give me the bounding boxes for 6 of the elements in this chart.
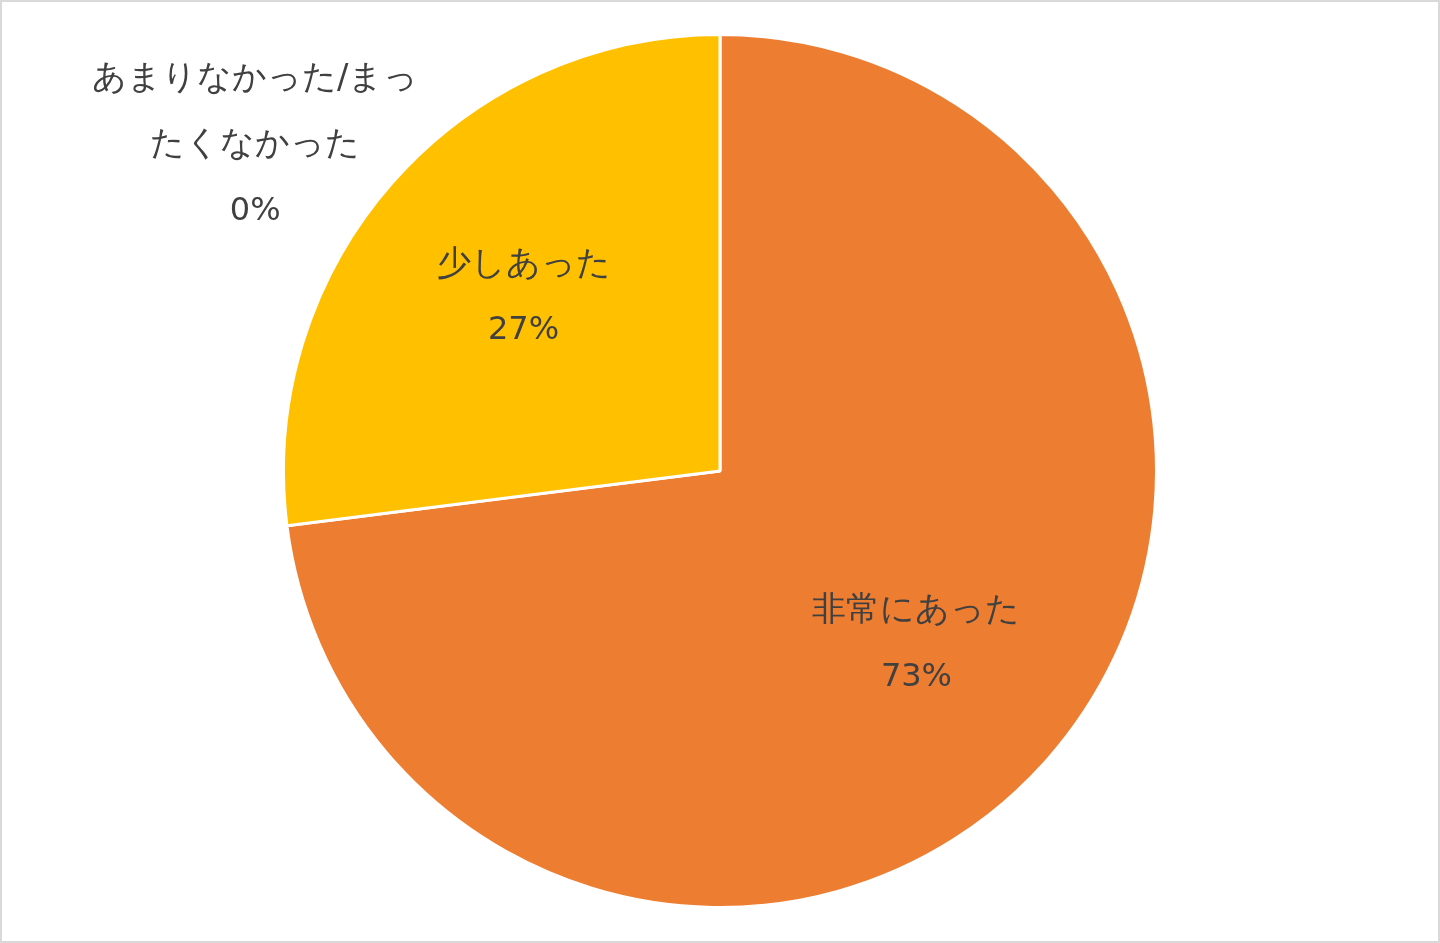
data-label: 27%	[487, 309, 560, 348]
slice-label: 非常にあった	[812, 588, 1021, 629]
text: 0%	[229, 189, 281, 228]
slice-label: 少しあった	[436, 241, 611, 282]
data-label: 73%	[880, 655, 953, 694]
category-label: あまりなかった/まったくなかった	[91, 56, 419, 163]
